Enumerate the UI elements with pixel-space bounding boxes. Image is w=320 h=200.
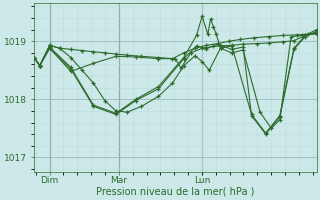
X-axis label: Pression niveau de la mer( hPa ): Pression niveau de la mer( hPa ) bbox=[96, 187, 254, 197]
